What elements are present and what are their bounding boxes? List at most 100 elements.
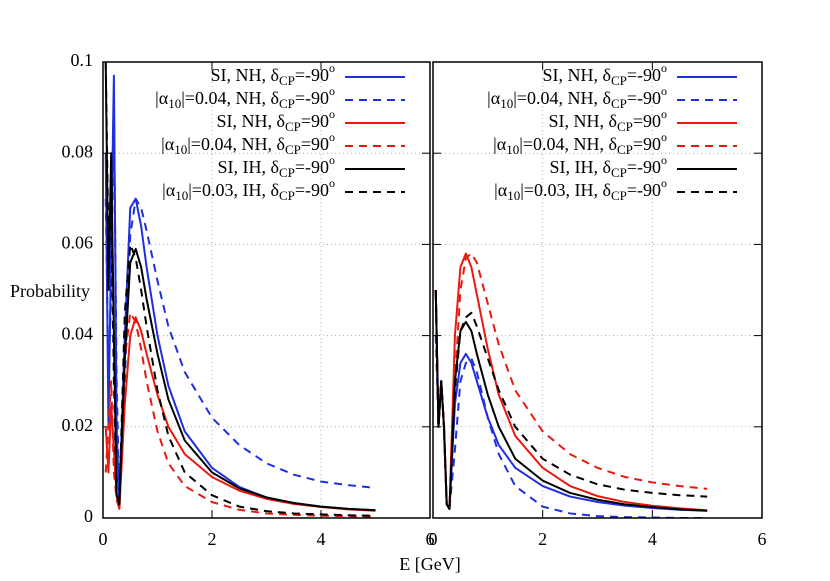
legend-text-part: CP [617, 119, 633, 134]
line-series [104, 62, 376, 517]
legend-text-part: =-90 [295, 88, 329, 108]
legend-text-part: o [661, 107, 667, 121]
legend-text-part: |α [494, 180, 508, 200]
x-tick-label: 0 [99, 529, 108, 549]
legend-text-part: SI, NH, δ [542, 65, 610, 85]
y-axis-label: Probability [10, 281, 90, 301]
plot-area [434, 252, 708, 518]
legend-text-part: =-90 [295, 157, 329, 177]
legend-text-part: SI, NH, δ [548, 111, 616, 131]
legend-label: |α10|=0.04, NH, δCP=-90o [155, 84, 335, 111]
legend-label: |α10|=0.03, IH, δCP=-90o [162, 176, 335, 203]
legend-text-part: |=0.04, NH, δ [519, 134, 617, 154]
x-tick-label: 4 [317, 529, 326, 549]
legend-label: |α10|=0.04, NH, δCP=-90o [487, 84, 667, 111]
legend-label: SI, NH, δCP=-90o [210, 61, 335, 88]
legend-text-part: o [661, 61, 667, 75]
legend-text-part: 10 [174, 142, 187, 157]
legend-text-part: |α [493, 134, 507, 154]
legend-label: SI, NH, δCP=90o [548, 107, 667, 134]
legend-label: |α10|=0.04, NH, δCP=90o [493, 130, 667, 157]
legend-label: |α10|=0.04, NH, δCP=90o [161, 130, 335, 157]
legend-text-part: =-90 [627, 157, 661, 177]
legend-text-part: CP [617, 142, 633, 157]
legend-text-part: SI, IH, δ [549, 157, 610, 177]
plot-area [104, 62, 376, 518]
legend-text-part: =-90 [295, 180, 329, 200]
x-tick-label: 2 [538, 529, 547, 549]
legend-text-part: |α [161, 134, 175, 154]
y-tick-label: 0.04 [62, 324, 94, 344]
legend-text-part: |=0.04, NH, δ [513, 88, 611, 108]
legend-text-part: CP [279, 188, 295, 203]
plot-frame [102, 61, 431, 519]
legend-text-part: |=0.04, NH, δ [187, 134, 285, 154]
legend-text-part: o [329, 61, 335, 75]
legend-text-part: o [329, 107, 335, 121]
legend-text-part: =-90 [627, 180, 661, 200]
legend-text-part: =-90 [627, 88, 661, 108]
line-series [104, 316, 376, 512]
legend-text-part: 10 [506, 142, 519, 157]
legend-text-part: o [329, 84, 335, 98]
legend-text-part: o [329, 176, 335, 190]
x-tick-label: 4 [648, 529, 657, 549]
x-tick-label: 6 [426, 529, 435, 549]
legend-text-part: =90 [301, 134, 329, 154]
legend-text-part: CP [611, 165, 627, 180]
legend-text-part: CP [611, 73, 627, 88]
legend-text-part: o [661, 84, 667, 98]
line-series [104, 106, 376, 501]
legend-label: |α10|=0.03, IH, δCP=-90o [494, 176, 667, 203]
legend-label: SI, IH, δCP=-90o [217, 153, 335, 180]
legend-text-part: CP [279, 96, 295, 111]
y-tick-label: 0.06 [62, 233, 94, 253]
line-series [434, 335, 708, 518]
legend-text-part: o [329, 130, 335, 144]
legend-text-part: =-90 [295, 65, 329, 85]
legend-text-part: o [661, 176, 667, 190]
legend-text-part: |α [162, 180, 176, 200]
x-axis-label: E [GeV] [399, 554, 460, 574]
y-tick-label: 0.08 [62, 141, 94, 161]
legend-text-part: =90 [633, 134, 661, 154]
x-tick-label: 2 [208, 529, 217, 549]
legend-text-part: CP [279, 165, 295, 180]
x-tick-label: 0 [429, 529, 438, 549]
y-tick-label: 0 [84, 506, 93, 526]
legend-text-part: |=0.03, IH, δ [188, 180, 279, 200]
legend-text-part: |α [155, 88, 169, 108]
legend-text-part: CP [279, 73, 295, 88]
legend-label: SI, NH, δCP=-90o [542, 61, 667, 88]
legend-text-part: =90 [301, 111, 329, 131]
line-series [104, 62, 376, 512]
legend-label: SI, NH, δCP=90o [216, 107, 335, 134]
legend-text-part: CP [611, 188, 627, 203]
legend-text-part: |=0.04, NH, δ [181, 88, 279, 108]
legend-text-part: o [661, 153, 667, 167]
legend-text-part: =-90 [627, 65, 661, 85]
legend-text-part: =90 [633, 111, 661, 131]
plot-frame [432, 61, 763, 519]
legend-text-part: 10 [507, 188, 520, 203]
legend-text-part: o [329, 153, 335, 167]
legend-text-part: |=0.03, IH, δ [520, 180, 611, 200]
y-tick-label: 0.1 [71, 50, 94, 70]
line-series [434, 289, 708, 510]
legend-text-part: o [661, 130, 667, 144]
x-tick-label: 6 [758, 529, 767, 549]
legend-text-part: CP [285, 119, 301, 134]
legend-text-part: |α [487, 88, 501, 108]
legend-text-part: CP [611, 96, 627, 111]
line-series [104, 311, 376, 518]
legend-text-part: SI, IH, δ [217, 157, 278, 177]
legend-text-part: SI, NH, δ [210, 65, 278, 85]
legend-text-part: SI, NH, δ [216, 111, 284, 131]
legend-label: SI, IH, δCP=-90o [549, 153, 667, 180]
legend-text-part: CP [285, 142, 301, 157]
legend-text-part: 10 [175, 188, 188, 203]
y-tick-label: 0.02 [62, 415, 94, 435]
legend-text-part: 10 [168, 96, 181, 111]
legend-text-part: 10 [500, 96, 513, 111]
